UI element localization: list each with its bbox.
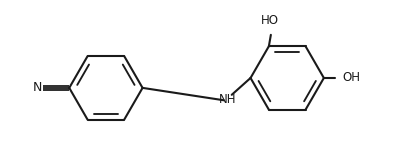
Text: HO: HO [261,14,279,27]
Text: N: N [33,81,42,94]
Text: OH: OH [343,71,361,84]
Text: NH: NH [219,93,236,106]
